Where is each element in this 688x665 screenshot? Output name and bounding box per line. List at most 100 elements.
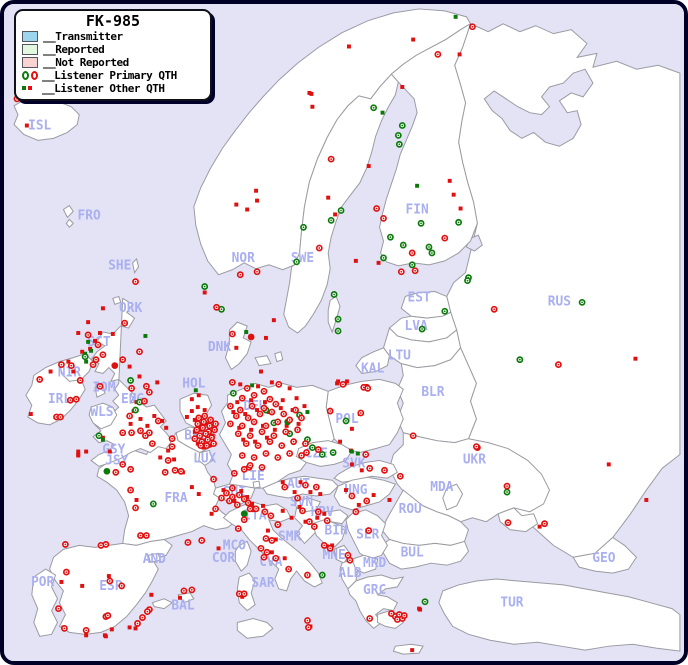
listener-other-qth-marker-red — [606, 462, 611, 467]
listener-primary-qth-marker-red-dot — [301, 509, 304, 512]
listener-other-qth-marker-red — [287, 386, 292, 391]
listener-primary-qth-marker-red-dot — [97, 343, 99, 346]
listener-primary-qth-marker-red-dot — [249, 464, 252, 467]
listener-primary-qth-marker-green-dot — [466, 279, 469, 282]
listener-other-qth-marker-red — [296, 421, 301, 426]
listener-primary-qth-marker-red-dot — [235, 415, 238, 417]
listener-other-qth-marker-red — [196, 492, 201, 497]
listener-primary-qth-marker-red-dot — [204, 432, 207, 435]
listener-primary-qth-marker-red-dot — [351, 495, 353, 497]
listener-primary-qth-marker-red-dot — [210, 436, 213, 439]
listener-primary-qth-marker-red-dot — [342, 383, 344, 386]
listener-primary-qth-marker-red-dot — [251, 405, 254, 407]
listener-primary-qth-marker-green-dot — [84, 355, 87, 358]
listener-primary-qth-marker-red-dot — [274, 403, 277, 406]
listener-other-qth-marker-red — [66, 359, 71, 364]
listener-other-qth-marker-red — [264, 435, 269, 440]
listener-other-qth-marker-red — [145, 423, 150, 428]
listener-primary-qth-marker-green-dot — [333, 293, 336, 296]
listener-cluster-marker-green — [103, 467, 111, 475]
listener-other-qth-marker-red — [322, 511, 327, 516]
listener-primary-qth-marker-red-dot — [330, 158, 333, 161]
country-label-SHE: SHE — [108, 259, 131, 274]
listener-other-qth-marker-red — [376, 260, 381, 265]
listener-other-qth-marker-red — [633, 356, 638, 361]
country-label-FRO: FRO — [78, 208, 101, 223]
listener-primary-qth-marker-red-dot — [270, 411, 273, 413]
listener-other-qth-marker-red — [356, 502, 361, 507]
listener-primary-qth-marker-red-dot — [471, 25, 474, 28]
listener-other-qth-marker-red — [259, 369, 263, 374]
listener-primary-qth-marker-red-dot — [215, 306, 218, 309]
listener-primary-qth-marker-green-dot — [397, 134, 400, 137]
listener-primary-qth-marker-red-dot — [263, 556, 265, 559]
listener-primary-qth-marker-red-dot — [292, 440, 295, 443]
listener-other-qth-marker-red — [80, 583, 85, 588]
country-GRC — [347, 574, 405, 630]
listener-other-qth-marker-red — [371, 493, 376, 497]
listener-primary-qth-marker-red-dot — [366, 387, 369, 390]
listener-other-qth-marker-green — [349, 449, 354, 454]
country-label-MDA: MDA — [430, 480, 453, 495]
listener-other-qth-marker-red — [309, 91, 314, 96]
listener-other-qth-marker-red — [232, 498, 237, 503]
listener-primary-qth-marker-red-dot — [239, 273, 242, 276]
listener-primary-qth-marker-red-dot — [157, 420, 160, 422]
listener-other-qth-marker-red — [231, 410, 236, 415]
listener-other-qth-marker-red — [28, 412, 33, 416]
listener-other-qth-marker-red — [110, 332, 115, 336]
listener-primary-qth-marker-red-dot — [284, 430, 287, 433]
listener-primary-qth-marker-red-dot — [368, 617, 371, 620]
listener-primary-qth-marker-red-dot — [231, 487, 234, 489]
listener-primary-qth-marker-red-dot — [148, 431, 151, 434]
listener-other-qth-marker-red — [59, 579, 64, 584]
listener-primary-qth-marker-red-dot — [212, 442, 215, 445]
listener-other-qth-marker-red — [262, 400, 267, 405]
listener-primary-qth-marker-red-dot — [276, 523, 279, 526]
listener-other-qth-marker-green — [250, 383, 255, 388]
listener-primary-qth-marker-red-dot — [145, 385, 148, 388]
listener-primary-qth-marker-red-dot — [253, 394, 255, 397]
listener-other-qth-marker-red — [149, 592, 154, 597]
listener-primary-qth-marker-red-dot — [100, 544, 102, 547]
listener-primary-qth-marker-red-dot — [208, 424, 211, 427]
listener-other-qth-marker-red — [164, 425, 169, 430]
country-GEO — [572, 536, 638, 574]
listener-other-qth-marker-red — [204, 421, 209, 426]
country-label-UKR: UKR — [463, 452, 486, 467]
listener-primary-qth-marker-red-dot — [63, 627, 66, 630]
listener-other-qth-marker-red — [76, 449, 81, 454]
listener-other-qth-marker-red — [155, 380, 160, 385]
listener-other-qth-marker-red — [310, 104, 315, 109]
listener-primary-qth-marker-red-dot — [243, 468, 246, 471]
listener-other-qth-marker-red — [209, 511, 214, 516]
country-label-FIN: FIN — [406, 202, 429, 217]
listener-other-qth-marker-red — [84, 633, 89, 638]
country-label-LTU: LTU — [388, 349, 411, 364]
listener-other-qth-marker-red — [202, 408, 207, 413]
listener-other-qth-marker-red — [410, 648, 415, 653]
country-label-LVA: LVA — [405, 319, 428, 334]
europe-reception-map: ISLFROSHEORKSCTNIRIRLIOMENGWLSGSYJSYDNKH… — [4, 4, 684, 661]
listener-other-qth-marker-red — [243, 412, 248, 416]
listener-primary-qth-marker-red-dot — [399, 475, 402, 478]
country-label-ALB: ALB — [338, 566, 361, 581]
listener-other-qth-marker-red — [249, 427, 254, 432]
listener-primary-qth-marker-red-dot — [59, 416, 62, 418]
listener-primary-qth-marker-red-dot — [396, 618, 399, 621]
island-orkney — [112, 295, 122, 305]
country-FIN — [379, 22, 478, 267]
country-label-WLS: WLS — [90, 405, 113, 420]
listener-primary-qth-marker-green-dot — [332, 451, 335, 454]
listener-primary-qth-marker-red-dot — [228, 500, 231, 502]
listener-primary-qth-marker-red-dot — [272, 434, 275, 437]
listener-primary-qth-marker-red-dot — [264, 510, 266, 513]
country-label-MCO: MCO — [223, 538, 246, 553]
listener-primary-qth-marker-red-dot — [367, 529, 370, 532]
listener-primary-qth-marker-red-dot — [249, 507, 252, 510]
listener-other-qth-marker-red — [294, 396, 299, 401]
country-label-BAL: BAL — [171, 599, 194, 614]
listener-primary-qth-marker-red-dot — [164, 471, 167, 474]
listener-other-qth-marker-red — [86, 320, 91, 325]
listener-other-qth-marker-red — [109, 627, 114, 632]
